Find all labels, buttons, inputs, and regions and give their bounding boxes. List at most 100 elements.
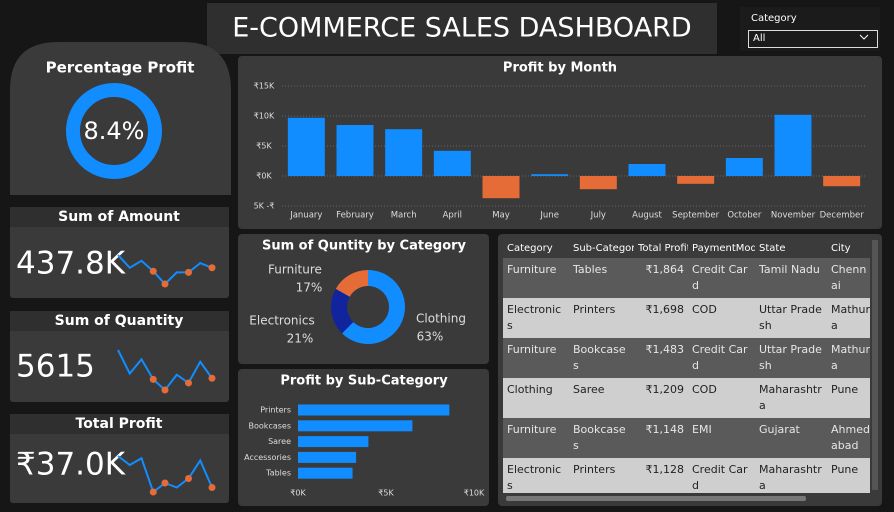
table-cell: Furniture [503, 258, 569, 298]
table-cell: Credit Card [688, 338, 755, 378]
column-header: Total Profit [634, 238, 688, 258]
bar [298, 420, 413, 432]
kpi-value: 437.8K [16, 246, 126, 282]
y-tick-label: Saree [268, 437, 291, 446]
x-tick-label: ₹0K [290, 489, 306, 498]
slice-label: Clothing [416, 312, 466, 326]
sparkline-marker [185, 475, 192, 482]
slice-value: 17% [296, 281, 323, 295]
table-cell: Printers [569, 298, 634, 338]
sparkline-marker [208, 374, 216, 382]
table-cell: Electronics [503, 458, 569, 493]
x-tick-label: April [443, 211, 462, 221]
donut-slice [335, 270, 368, 297]
kpi-title-bar [10, 207, 229, 227]
bar [628, 164, 666, 176]
table-cell: Saree [569, 378, 634, 418]
ring [66, 83, 162, 179]
sparkline-marker [161, 479, 169, 487]
table-row: Electronics Printers ₹1,128 Credit Card Maha… [503, 458, 870, 493]
kpi-value: ₹37.0K [16, 447, 126, 483]
y-tick-label: Printers [260, 406, 291, 415]
table-cell: ₹1,128 [634, 458, 688, 493]
bar [385, 129, 423, 176]
dropdown-icon[interactable] [859, 34, 869, 40]
x-tick-label: December [820, 211, 865, 221]
x-tick-label: July [590, 211, 606, 221]
chart-title: Sum of Quntity by Category [262, 239, 467, 254]
scrollbar [506, 496, 806, 501]
slice-label: Electronics [249, 314, 314, 328]
table-cell: Credit Card [688, 458, 755, 493]
x-tick-label: January [289, 211, 322, 221]
table-cell: Bookcases [569, 338, 634, 378]
table-cell: Maharashtra [755, 378, 827, 418]
table-cell: Ahmedabad [827, 418, 870, 458]
bar [531, 174, 569, 176]
bar [287, 117, 325, 176]
table-cell: Clothing [503, 378, 569, 418]
table-cell: Uttar Pradesh [755, 338, 827, 378]
y-tick-label: Accessories [244, 453, 291, 462]
table-cell: Mathura [827, 338, 870, 378]
column-header: Category [503, 238, 569, 258]
bar [336, 125, 374, 176]
kpi-panel [10, 414, 229, 503]
scrollbar [872, 240, 878, 490]
table-cell: Uttar Pradesh [755, 298, 827, 338]
kpi-value: 5615 [16, 349, 95, 385]
kpi-title-bar [10, 414, 229, 434]
slice-value: 63% [417, 330, 444, 344]
table-cell: COD [688, 298, 755, 338]
table-cell: Mathura [827, 298, 870, 338]
column-header: Sub-Category [569, 238, 634, 258]
x-tick-label: ₹10K [464, 489, 485, 498]
bar [298, 436, 369, 448]
chart-title: Percentage Profit [46, 59, 195, 77]
y-tick-label: ₹0K [256, 172, 272, 181]
x-tick-label: August [632, 211, 662, 221]
table-cell: Maharashtra [755, 458, 827, 493]
chart-title: Profit by Month [503, 61, 617, 76]
table-cell: Gujarat [755, 418, 827, 458]
table-cell: Pune [827, 458, 870, 493]
sparkline-marker [185, 379, 192, 387]
ring-label: 8.4% [84, 117, 145, 145]
table-cell: Electronics [503, 298, 569, 338]
table-cell: Tables [569, 258, 634, 298]
x-tick-label: ₹5K [378, 489, 394, 498]
kpi-title-bar [10, 311, 229, 331]
y-tick-label: ₹5K [256, 142, 272, 151]
column-header: PaymentMode [688, 238, 755, 258]
sparkline-marker [185, 268, 192, 276]
table-cell: ₹1,483 [634, 338, 688, 378]
slicer-dropdown[interactable]: All [748, 30, 878, 48]
bar [433, 150, 471, 176]
x-tick-label: October [727, 211, 762, 221]
sparkline-marker [149, 488, 157, 496]
table-row: Electronics Printers ₹1,698 COD Uttar Prades… [503, 298, 870, 338]
x-tick-label: September [672, 211, 719, 221]
slice-label: Furniture [268, 263, 322, 277]
x-tick-label: March [391, 211, 417, 221]
table-cell: Tamil Nadu [755, 258, 827, 298]
chart-title: Sum of Amount [58, 209, 180, 225]
table-cell: EMI [688, 418, 755, 458]
bar [298, 451, 357, 463]
kpi-panel [10, 42, 231, 195]
table-cell: ₹1,864 [634, 258, 688, 298]
table-cell: COD [688, 378, 755, 418]
table-cell: ₹1,148 [634, 418, 688, 458]
chart-title: Profit by Sub-Category [280, 374, 448, 389]
bar [482, 176, 520, 199]
table-cell: Credit Card [688, 258, 755, 298]
column-header: State [755, 238, 827, 258]
bar [823, 176, 861, 187]
y-tick-label: Bookcases [249, 421, 291, 430]
table-cell: Chennai [827, 258, 870, 298]
bar [677, 176, 715, 184]
